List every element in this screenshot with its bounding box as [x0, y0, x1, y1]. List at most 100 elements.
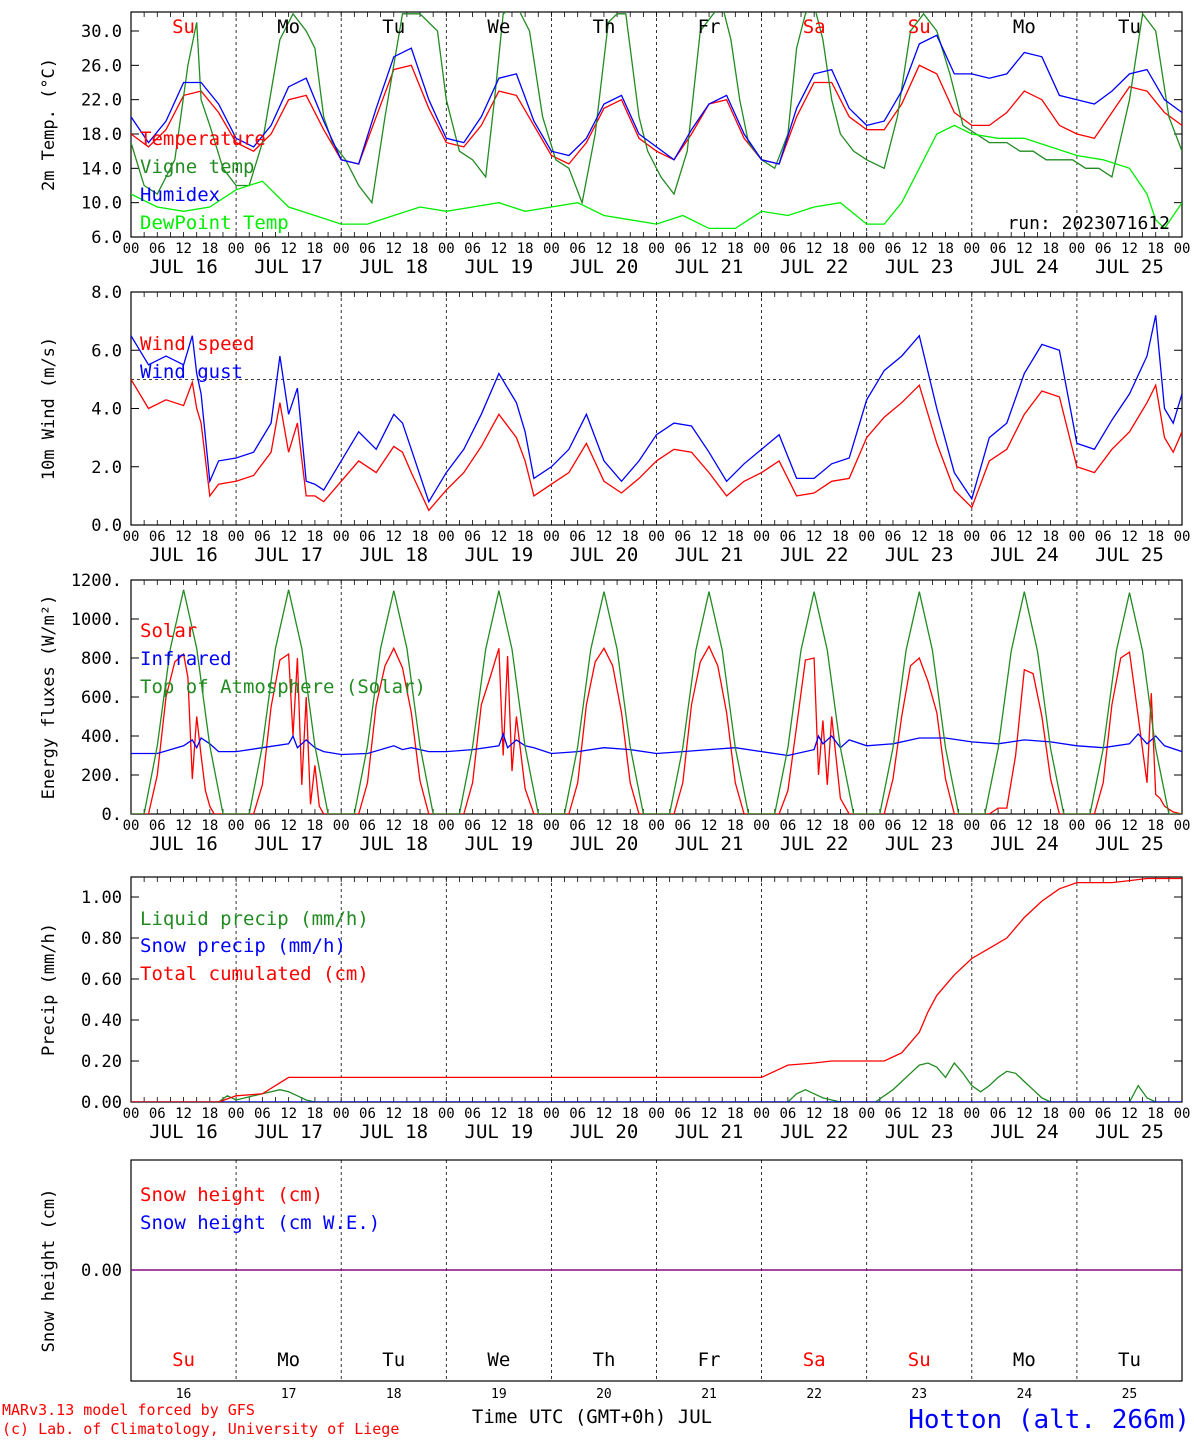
- day-label: JUL 19: [465, 256, 534, 278]
- hour-tick-label: 00: [1068, 241, 1085, 257]
- y-tick-label: 800.: [81, 649, 122, 669]
- hour-tick-label: 18: [1042, 818, 1059, 834]
- hour-tick-label: 00: [1174, 529, 1191, 545]
- hour-tick-label: 06: [674, 1106, 691, 1122]
- day-label: JUL 25: [1095, 256, 1164, 278]
- hour-tick-label: 00: [753, 1106, 770, 1122]
- hour-tick-label: 12: [1121, 1106, 1138, 1122]
- hour-tick-label: 18: [412, 818, 429, 834]
- weekday-label: Tu: [382, 16, 405, 38]
- hour-tick-label: 12: [385, 818, 402, 834]
- hour-tick-label: 06: [1095, 1106, 1112, 1122]
- day-label: JUL 19: [465, 833, 534, 855]
- hour-tick-label: 00: [543, 529, 560, 545]
- hour-tick-label: 18: [622, 241, 639, 257]
- hour-tick-label: 06: [885, 241, 902, 257]
- day-label: JUL 22: [780, 1121, 849, 1143]
- day-number-label: 23: [911, 1387, 927, 1402]
- hour-tick-label: 18: [832, 241, 849, 257]
- day-label: JUL 24: [990, 1121, 1059, 1143]
- hour-tick-label: 00: [123, 529, 140, 545]
- hour-tick-label: 06: [149, 241, 166, 257]
- hour-tick-label: 00: [438, 1106, 455, 1122]
- hour-tick-label: 06: [885, 1106, 902, 1122]
- day-label: JUL 17: [254, 544, 323, 566]
- run-annotation: run: 2023071612: [1007, 213, 1170, 234]
- day-label: JUL 23: [885, 256, 954, 278]
- series-line-dewpoint-temp: [131, 124, 1182, 230]
- hour-tick-label: 18: [412, 529, 429, 545]
- weekday-label: Mo: [1013, 16, 1036, 38]
- hour-tick-label: 12: [701, 1106, 718, 1122]
- day-label: JUL 16: [149, 256, 218, 278]
- weekday-label: Tu: [1118, 1349, 1141, 1371]
- y-tick-label: 0.00: [81, 1261, 122, 1281]
- hour-tick-label: 00: [543, 241, 560, 257]
- hour-tick-label: 00: [333, 529, 350, 545]
- series-line-vigne-temp: [131, 12, 1182, 206]
- hour-tick-label: 18: [937, 818, 954, 834]
- hour-tick-label: 12: [806, 529, 823, 545]
- hour-tick-label: 12: [175, 818, 192, 834]
- hour-tick-label: 12: [596, 529, 613, 545]
- hour-tick-label: 00: [438, 241, 455, 257]
- x-axis-label: Time UTC (GMT+0h) JUL: [472, 1406, 712, 1428]
- hour-tick-label: 12: [1016, 1106, 1033, 1122]
- legend-entry: Vigne temp: [140, 156, 254, 178]
- hour-tick-label: 06: [254, 241, 271, 257]
- hour-tick-label: 00: [648, 529, 665, 545]
- hour-tick-label: 12: [175, 241, 192, 257]
- hour-tick-label: 18: [306, 241, 323, 257]
- day-number-label: 18: [386, 1387, 402, 1402]
- hour-tick-label: 00: [963, 1106, 980, 1122]
- hour-tick-label: 18: [1147, 1106, 1164, 1122]
- day-label: JUL 25: [1095, 544, 1164, 566]
- hour-tick-label: 12: [280, 241, 297, 257]
- hour-tick-label: 06: [990, 241, 1007, 257]
- y-tick-label: 0.40: [81, 1011, 122, 1031]
- hour-tick-label: 18: [1147, 818, 1164, 834]
- hour-tick-label: 00: [1174, 241, 1191, 257]
- hour-tick-label: 12: [385, 1106, 402, 1122]
- day-label: JUL 21: [675, 544, 744, 566]
- hour-tick-label: 06: [990, 1106, 1007, 1122]
- hour-tick-label: 12: [175, 529, 192, 545]
- hour-tick-label: 00: [333, 818, 350, 834]
- hour-tick-label: 00: [123, 1106, 140, 1122]
- hour-tick-label: 18: [937, 241, 954, 257]
- hour-tick-label: 12: [490, 241, 507, 257]
- hour-tick-label: 00: [648, 241, 665, 257]
- hour-tick-label: 00: [123, 241, 140, 257]
- hour-tick-label: 12: [806, 241, 823, 257]
- series-line-top-of-atmosphere-solar-: [131, 589, 1182, 814]
- day-number-label: 25: [1122, 1387, 1138, 1402]
- series-line-humidex: [131, 34, 1182, 165]
- hour-tick-label: 06: [254, 529, 271, 545]
- hour-tick-label: 12: [911, 529, 928, 545]
- hour-tick-label: 18: [727, 529, 744, 545]
- day-number-label: 24: [1017, 1387, 1033, 1402]
- hour-tick-label: 06: [569, 818, 586, 834]
- weekday-label: We: [487, 16, 510, 38]
- y-tick-label: 0.60: [81, 970, 122, 990]
- day-label: JUL 21: [675, 256, 744, 278]
- hour-tick-label: 18: [832, 529, 849, 545]
- weekday-label: Tu: [382, 1349, 405, 1371]
- hour-tick-label: 00: [1174, 1106, 1191, 1122]
- hour-tick-label: 00: [1174, 818, 1191, 834]
- hour-tick-label: 06: [149, 1106, 166, 1122]
- y-tick-label: 8.0: [91, 283, 122, 303]
- hour-tick-label: 06: [885, 818, 902, 834]
- hour-tick-label: 06: [149, 529, 166, 545]
- hour-tick-label: 06: [779, 241, 796, 257]
- day-label: JUL 20: [570, 1121, 639, 1143]
- y-axis-label: 10m Wind (m/s): [39, 337, 59, 480]
- day-label: JUL 20: [570, 544, 639, 566]
- hour-tick-label: 18: [306, 818, 323, 834]
- y-tick-label: 2.0: [91, 458, 122, 478]
- day-label: JUL 16: [149, 1121, 218, 1143]
- y-tick-label: 0.: [102, 805, 122, 825]
- hour-tick-label: 18: [1042, 241, 1059, 257]
- legend-entry: Total cumulated (cm): [140, 963, 369, 985]
- hour-tick-label: 06: [674, 241, 691, 257]
